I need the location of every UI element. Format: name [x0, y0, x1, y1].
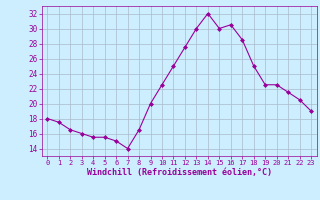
X-axis label: Windchill (Refroidissement éolien,°C): Windchill (Refroidissement éolien,°C) [87, 168, 272, 177]
